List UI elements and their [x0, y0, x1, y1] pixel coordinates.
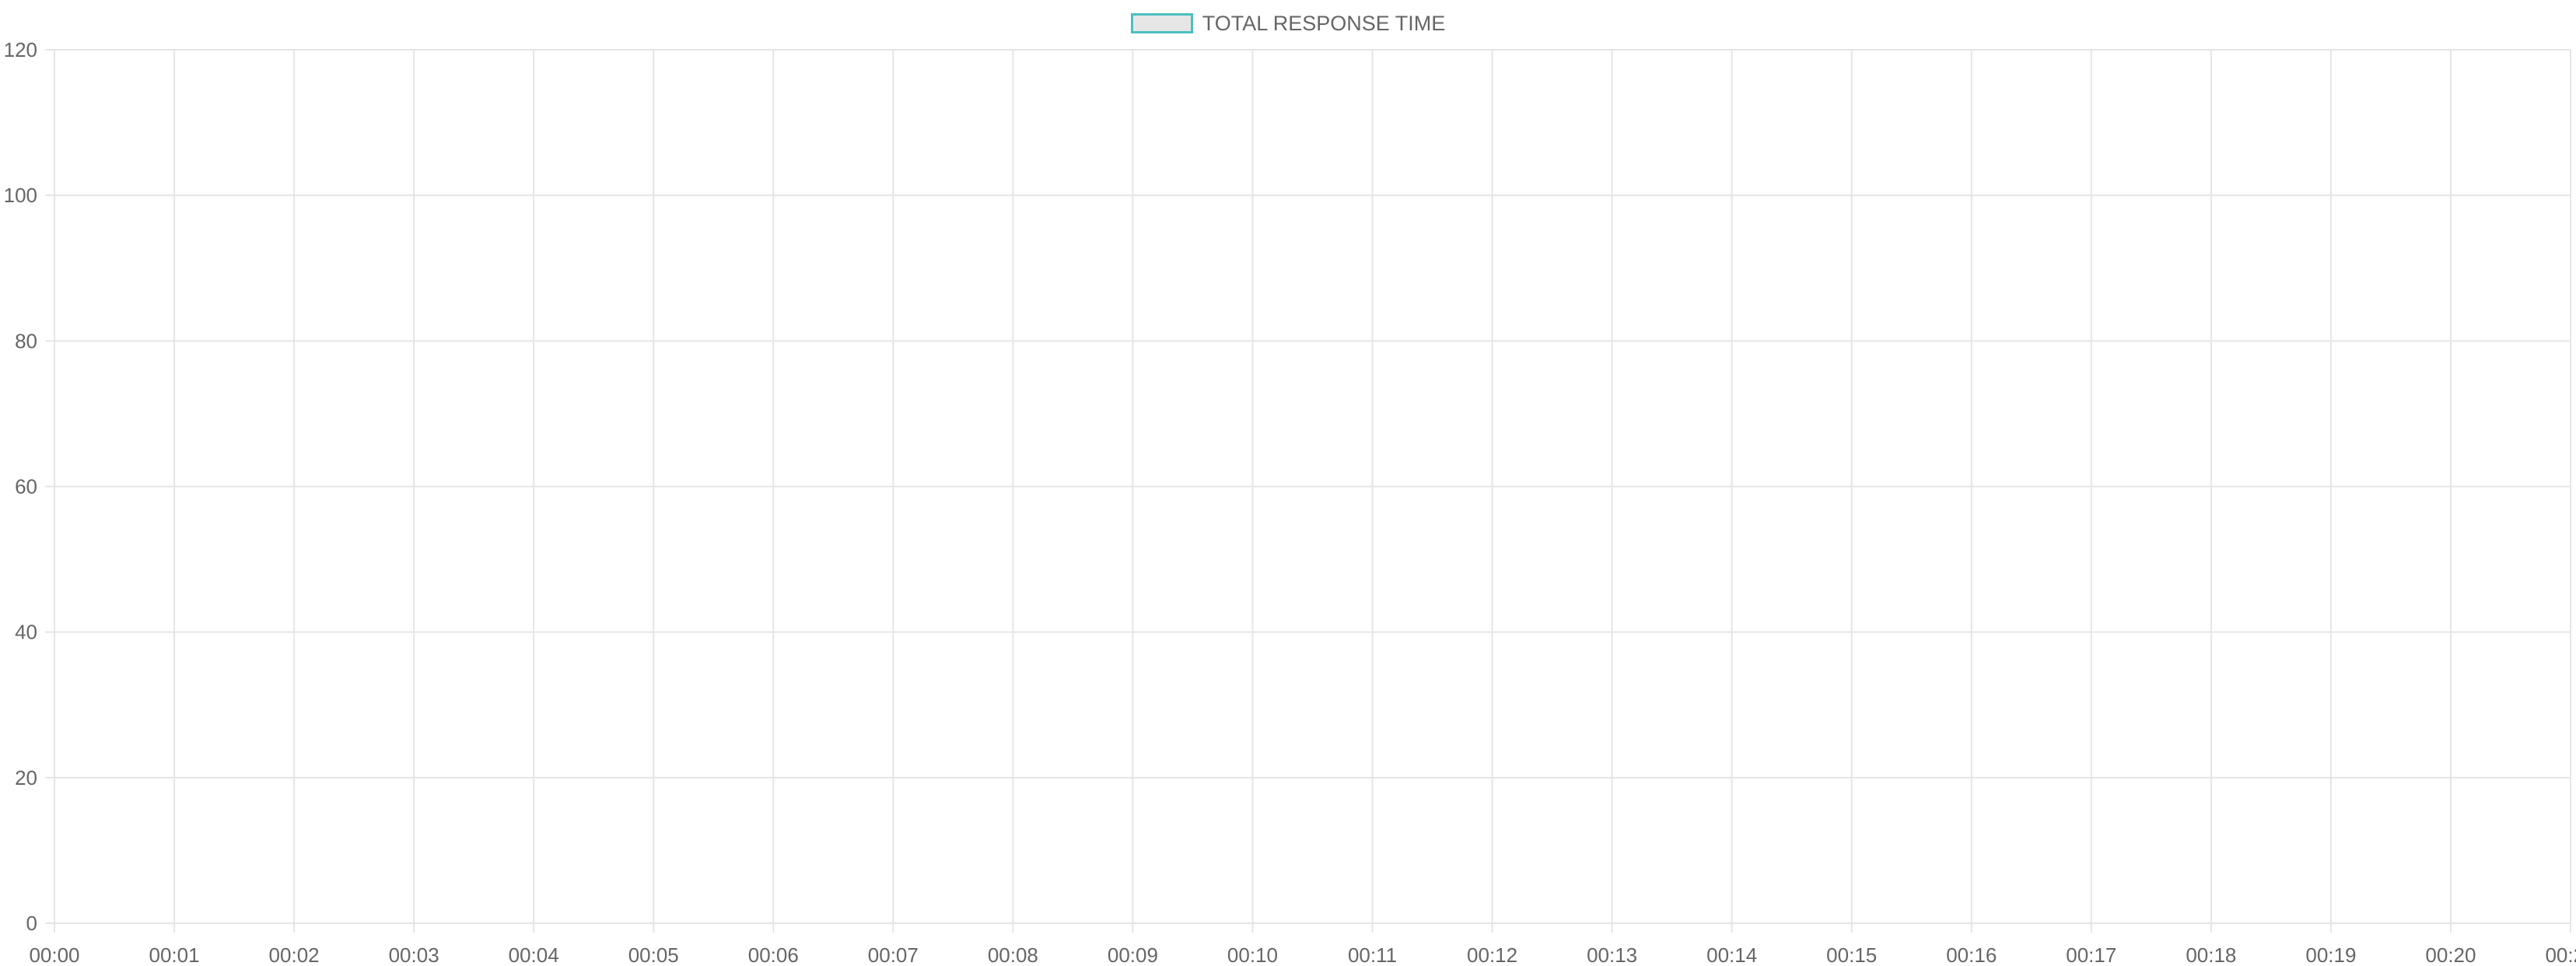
- x-tick-label: 00:15: [1826, 943, 1877, 966]
- y-tick-label: 20: [15, 766, 37, 789]
- x-tick-label: 00:02: [269, 943, 320, 966]
- x-tick-label: 00:05: [628, 943, 679, 966]
- x-tick-label: 00:01: [149, 943, 200, 966]
- chart-legend[interactable]: TOTAL RESPONSE TIME: [0, 0, 2576, 47]
- x-tick-label: 00:14: [1706, 943, 1757, 966]
- x-tick-label: 00:11: [1348, 943, 1397, 966]
- x-tick-label: 00:07: [868, 943, 919, 966]
- legend-swatch: [1130, 13, 1193, 33]
- y-tick-label: 100: [4, 184, 37, 207]
- x-tick-label: 00:10: [1227, 943, 1278, 966]
- x-tick-label: 00:21: [2545, 943, 2576, 966]
- y-tick-label: 40: [15, 621, 37, 644]
- x-tick-label: 00:08: [988, 943, 1038, 966]
- x-tick-label: 00:16: [1946, 943, 1997, 966]
- x-tick-label: 00:19: [2305, 943, 2356, 966]
- y-tick-label: 120: [4, 38, 37, 61]
- y-tick-label: 0: [26, 912, 37, 935]
- x-tick-label: 00:17: [2066, 943, 2116, 966]
- x-tick-label: 00:00: [29, 943, 79, 966]
- x-tick-label: 00:09: [1108, 943, 1158, 966]
- x-tick-label: 00:13: [1587, 943, 1637, 966]
- y-tick-label: 60: [15, 475, 37, 499]
- x-tick-label: 00:20: [2425, 943, 2476, 966]
- x-tick-label: 00:12: [1467, 943, 1517, 966]
- x-tick-label: 00:18: [2186, 943, 2236, 966]
- y-tick-label: 80: [15, 329, 37, 352]
- x-tick-label: 00:04: [509, 943, 559, 966]
- legend-label: TOTAL RESPONSE TIME: [1202, 11, 1446, 35]
- x-tick-label: 00:03: [389, 943, 439, 966]
- x-tick-label: 00:06: [748, 943, 799, 966]
